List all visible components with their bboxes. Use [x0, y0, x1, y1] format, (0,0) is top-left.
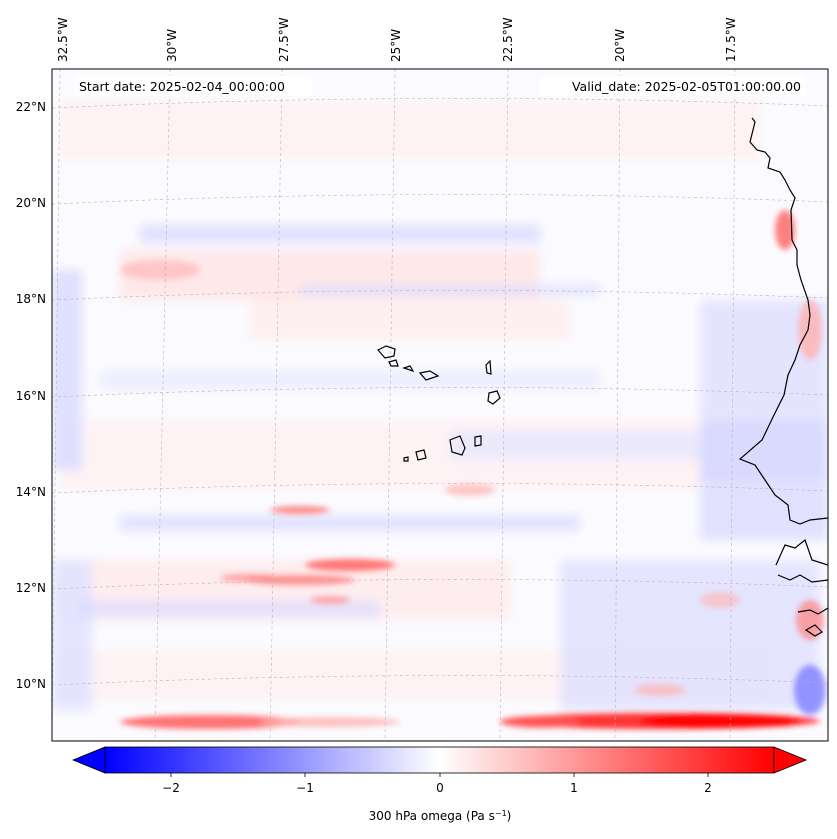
lon-label: 30°W [165, 29, 179, 62]
start-date-box [74, 76, 312, 96]
map-panel: Start date: 2025-02-04_00:00:00 Valid_da… [52, 69, 828, 741]
lon-label: 20°W [613, 29, 627, 62]
longitude-labels: 32.5°W 30°W 27.5°W 25°W 22.5°W 20°W 17.5… [56, 17, 738, 62]
colorbar-extend-high [773, 746, 808, 774]
colorbar-body [104, 746, 775, 774]
africa-coast [738, 117, 828, 525]
colorbar-units-exp: −1 [495, 809, 507, 818]
colorbar-tick-label: 0 [436, 781, 444, 795]
lon-label: 25°W [389, 29, 403, 62]
colorbar-tick-label: −2 [162, 781, 180, 795]
colorbar: −2 −1 0 1 2 300 hPa omega (Pa s−1) [71, 746, 808, 824]
omega-field [52, 100, 828, 729]
coastlines [377, 117, 828, 637]
lon-label: 17.5°W [724, 17, 738, 62]
lat-label: 12°N [16, 581, 46, 595]
graticule [52, 69, 828, 741]
colorbar-field: 300 hPa omega [369, 809, 463, 823]
lat-label: 14°N [16, 485, 46, 499]
colorbar-extend-low [71, 746, 106, 774]
lat-label: 22°N [16, 100, 46, 114]
cape-verde-santo-antao [377, 345, 396, 359]
lat-label: 20°N [16, 196, 46, 210]
start-date-label: Start date: 2025-02-04_00:00:00 [79, 79, 285, 94]
lon-label: 27.5°W [277, 17, 291, 62]
colorbar-title: 300 hPa omega (Pa s−1) [369, 809, 512, 824]
lat-label: 16°N [16, 389, 46, 403]
valid-date-box [540, 76, 806, 96]
lon-label: 22.5°W [501, 17, 515, 62]
lat-label: 10°N [16, 677, 46, 691]
map-border [51, 68, 829, 742]
lon-label: 32.5°W [56, 17, 70, 62]
valid-date-label: Valid_date: 2025-02-05T01:00:00.00 [572, 79, 801, 94]
colorbar-units: Pa s [471, 809, 495, 823]
colorbar-tick-label: 1 [570, 781, 578, 795]
colorbar-tick-label: −1 [296, 781, 314, 795]
latitude-labels: 22°N 20°N 18°N 16°N 14°N 12°N 10°N [16, 100, 46, 691]
colorbar-tick-label: 2 [704, 781, 712, 795]
colorbar-ticks [170, 773, 709, 777]
lat-label: 18°N [16, 292, 46, 306]
